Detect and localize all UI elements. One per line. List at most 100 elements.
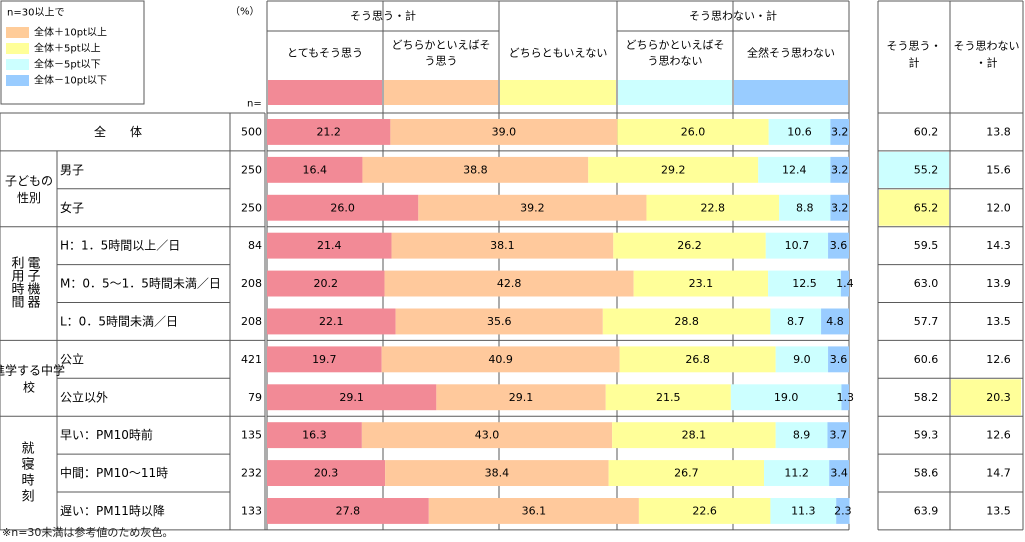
- bar-segment: [830, 194, 849, 221]
- agree-total-value: 63.0: [914, 277, 939, 290]
- data-label: 1.4: [836, 277, 854, 290]
- data-label: 20.3: [314, 467, 339, 480]
- data-label: 4.8: [826, 315, 844, 328]
- legend-label: 全体－10pt以下: [34, 74, 107, 87]
- group-label: 器: [27, 295, 40, 310]
- bar-segment: [775, 422, 828, 449]
- data-label: 3.2: [831, 201, 849, 214]
- data-label: 26.0: [681, 125, 706, 138]
- bar-segment: [768, 119, 831, 145]
- data-label: 9.0: [793, 353, 811, 366]
- legend-swatch: [6, 43, 29, 54]
- data-label: 23.1: [689, 277, 714, 290]
- agree-total-value: 60.6: [914, 353, 939, 366]
- data-label: 21.4: [317, 239, 342, 252]
- agree-total-value: 63.9: [914, 504, 939, 517]
- bar-segment: [395, 308, 603, 335]
- data-label: 29.2: [661, 163, 686, 176]
- n-label: n=: [247, 99, 262, 110]
- data-label: 3.6: [830, 353, 848, 366]
- legend-series-swatch: [734, 80, 848, 105]
- agree-total-value: 57.7: [914, 315, 939, 328]
- disagree-total-value: 12.0: [986, 201, 1011, 214]
- category-label: 公立以外: [60, 389, 108, 404]
- bar-segment: [418, 194, 647, 221]
- data-label: 3.6: [830, 239, 848, 252]
- bar-segment: [779, 194, 831, 221]
- bar-segment: [613, 232, 766, 259]
- group-label: 進学する中学: [0, 362, 65, 377]
- n-value: 421: [241, 353, 262, 366]
- group-label: 間: [11, 295, 24, 310]
- data-label: 21.5: [656, 391, 681, 404]
- data-label: 8.7: [787, 315, 805, 328]
- agree-total-value: 55.2: [914, 163, 939, 176]
- data-label: 26.2: [677, 239, 702, 252]
- data-label: 22.6: [692, 504, 717, 517]
- legend-series-label: う思う: [425, 55, 458, 68]
- bar-segment: [828, 346, 849, 373]
- n-value: 250: [241, 163, 262, 176]
- group-label: 性別: [17, 191, 41, 205]
- bar-segment: [830, 119, 849, 145]
- legend-series-label: どちらともいえない: [509, 47, 608, 60]
- data-label: 40.9: [488, 353, 513, 366]
- legend-swatch: [6, 59, 29, 70]
- footnote: ※n=30未満は参考値のため灰色。: [2, 526, 174, 539]
- bar-segment: [770, 308, 822, 335]
- data-label: 26.7: [674, 467, 699, 480]
- bar-segment: [361, 422, 613, 449]
- disagree-total-col-header: ・計: [976, 56, 998, 70]
- bar-segment: [617, 119, 769, 145]
- legend-series-label: う思わない: [648, 55, 703, 68]
- agree-total-col-header: そう思う・: [887, 40, 942, 53]
- bar-segment: [362, 156, 589, 183]
- agree-total-value: 58.6: [914, 467, 939, 480]
- data-label: 29.1: [509, 391, 534, 404]
- n-value: 208: [241, 315, 262, 328]
- disagree-total-value: 13.5: [986, 315, 1011, 328]
- bar-segment: [638, 498, 771, 524]
- data-label: 28.8: [674, 315, 699, 328]
- bar-segment: [267, 460, 386, 486]
- n-value: 500: [241, 125, 262, 138]
- group-label: 機: [27, 283, 40, 298]
- category-label: 中間：PM10～11時: [60, 465, 168, 480]
- n-value: 84: [248, 239, 262, 252]
- legend-series-label: どちらかといえばそ: [392, 39, 491, 52]
- legend-series-swatch: [500, 80, 616, 105]
- disagree-total-value: 13.5: [986, 504, 1011, 517]
- n-value: 135: [241, 429, 262, 442]
- bar-segment: [390, 119, 618, 145]
- legend-series-swatch: [384, 80, 498, 105]
- data-label: 20.2: [314, 277, 339, 290]
- bar-segment: [267, 308, 396, 335]
- bar-segment: [602, 308, 771, 335]
- disagree-total-value: 14.3: [986, 239, 1011, 252]
- bar-segment: [821, 308, 849, 335]
- n-value: 250: [241, 201, 262, 214]
- disagree-total-value: 13.8: [986, 125, 1011, 138]
- disagree-total-value: 15.6: [986, 163, 1011, 176]
- bar-segment: [588, 156, 759, 183]
- data-label: 43.0: [475, 429, 500, 442]
- bar-segment: [730, 384, 842, 411]
- bar-segment: [836, 498, 850, 524]
- bar-segment: [267, 232, 392, 259]
- data-label: 16.4: [302, 163, 327, 176]
- group-label: 時: [21, 474, 34, 489]
- bar-segment: [764, 460, 830, 486]
- disagree-total-value: 12.6: [986, 429, 1011, 442]
- bar-segment: [608, 460, 765, 486]
- legend-label: 全体－5pt以下: [34, 58, 101, 71]
- bar-segment: [775, 346, 829, 373]
- category-label: L：0．5時間未満／日: [60, 314, 178, 328]
- category-label: 女子: [60, 200, 84, 215]
- legend-series-swatch: [268, 80, 382, 105]
- legend-series-label: どちらかといえばそ: [626, 39, 725, 52]
- bar-segment: [267, 498, 429, 524]
- disagree-total-value: 14.7: [986, 467, 1011, 480]
- data-label: 12.5: [792, 277, 817, 290]
- data-label: 12.4: [782, 163, 807, 176]
